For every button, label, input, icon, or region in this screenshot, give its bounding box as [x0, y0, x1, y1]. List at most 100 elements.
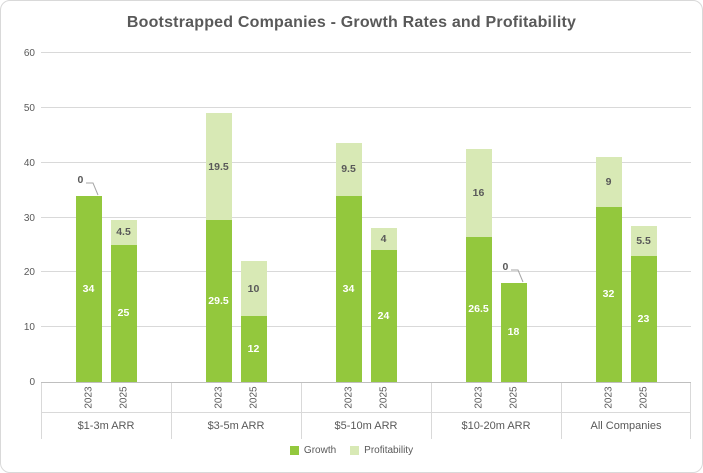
bar-segment-profitability: 10: [240, 261, 267, 317]
bar-segment-profitability: 19.5: [205, 113, 232, 221]
x-axis-category-label: $3-5m ARR: [207, 420, 265, 432]
bar-value-label: 9: [605, 175, 612, 188]
legend: Growth Profitability: [1, 445, 702, 456]
y-tick-label: 20: [23, 267, 35, 279]
bar-segment-growth: 26.5: [465, 236, 492, 382]
bar-segment-growth: 34: [335, 195, 362, 382]
bar-value-label: 19.5: [208, 160, 229, 173]
x-axis-category-label: $10-20m ARR: [461, 420, 531, 432]
bar-value-label: 34: [342, 282, 355, 295]
bar-segment-growth: 23: [630, 255, 657, 382]
x-axis-year-label: 2025: [248, 386, 259, 409]
bar-value-label: 16: [472, 186, 485, 199]
stacked-bar: 9.5 34: [335, 143, 362, 382]
legend-label: Growth: [303, 445, 337, 456]
bar-group: 0 34 4.5 25: [41, 53, 171, 382]
y-tick-label: 50: [23, 102, 35, 114]
bar-segment-growth: 32: [595, 206, 622, 382]
bar-segment-profitability: 4: [370, 228, 397, 251]
bar-group: 16 26.5 0 18: [431, 53, 561, 382]
bar-value-label-zero: 0: [502, 261, 509, 274]
x-axis-year-label: 2023: [603, 386, 614, 409]
gridline: [41, 161, 691, 163]
gridline: [41, 216, 691, 218]
bar-segment-growth: 18: [500, 283, 527, 382]
bar-value-label: 4.5: [116, 226, 131, 239]
legend-item: Profitability: [350, 445, 413, 456]
bar-value-label: 5.5: [636, 234, 651, 247]
x-axis-year-label: 2023: [473, 386, 484, 409]
leader-line: [510, 269, 523, 283]
gridline: [41, 271, 691, 273]
stacked-bar: 0 18: [500, 262, 527, 382]
y-axis: 0 10 20 30 40 50 60: [1, 48, 35, 388]
bar-group: 19.5 29.5 10 12: [171, 53, 301, 382]
y-tick-label: 30: [23, 212, 35, 224]
legend-item: Growth: [289, 445, 337, 456]
bar-value-label: 26.5: [468, 303, 489, 316]
category-separator: [690, 383, 691, 439]
chart-title: Bootstrapped Companies - Growth Rates an…: [126, 14, 577, 31]
legend-label: Profitability: [364, 445, 414, 456]
bar-segment-profitability: 9.5: [335, 143, 362, 196]
bar-value-label: 18: [507, 326, 520, 339]
bar-value-label: 32: [602, 288, 615, 300]
leader-line: [85, 182, 98, 195]
gridline: [41, 326, 691, 328]
bar-value-label: 12: [247, 342, 260, 355]
bar-value-label: 25: [117, 307, 130, 320]
bar-group: 9.5 34 4 24: [301, 53, 431, 382]
bar-segment-growth: 12: [240, 316, 267, 382]
x-axis-year-label: 2023: [343, 386, 354, 409]
y-tick-label: 40: [23, 157, 35, 169]
plot-area: 0 34 4.5 25 19.5 29.5 10 12 9.5 34 4 24 16 26.5 0 18 9 32…: [41, 52, 691, 382]
x-axis-year-label: 2025: [378, 386, 389, 409]
bar-segment-growth: 34: [75, 195, 102, 382]
x-axis-mid-line: [41, 412, 691, 413]
y-tick-label: 0: [29, 377, 35, 388]
category-separator: [171, 383, 172, 439]
x-axis-category-label: All Companies: [590, 420, 662, 432]
bar-segment-growth: 24: [370, 250, 397, 382]
bar-value-label: 29.5: [208, 294, 229, 307]
stacked-bar: 4 24: [370, 228, 397, 382]
bar-group: 9 32 5.5 23: [561, 53, 691, 382]
stacked-bar: 5.5 23: [630, 225, 657, 382]
category-separator: [301, 383, 302, 439]
bar-value-label: 4: [380, 233, 387, 246]
bar-segment-growth: 25: [110, 244, 137, 382]
bar-value-label-zero: 0: [77, 173, 84, 186]
gridline: [41, 52, 691, 53]
bar-segment-profitability: 4.5: [110, 220, 137, 245]
category-separator: [41, 383, 42, 439]
x-axis-year-label: 2023: [83, 386, 94, 409]
x-axis-category-label: $5-10m ARR: [334, 420, 398, 432]
gridline: [41, 106, 691, 108]
legend-swatch: [350, 446, 360, 455]
stacked-bar: 16 26.5: [465, 148, 492, 382]
bar-value-label: 10: [247, 282, 260, 295]
y-tick-label: 60: [23, 48, 35, 59]
stacked-bar: 0 34: [75, 175, 102, 382]
bar-segment-profitability: 9: [595, 157, 622, 207]
x-axis-year-label: 2023: [213, 386, 224, 409]
y-tick-label: 10: [23, 322, 35, 334]
legend-swatch: [289, 446, 299, 455]
category-separator: [561, 383, 562, 439]
bar-segment-profitability: 16: [465, 148, 492, 237]
x-axis: 2023 2025 $1-3m ARR 2023 2025 $3-5m ARR 2023 20…: [41, 382, 691, 439]
bar-value-label: 23: [637, 312, 650, 325]
bar-segment-profitability: 5.5: [630, 225, 657, 256]
stacked-bar: 9 32: [595, 157, 622, 382]
stacked-bar: 4.5 25: [110, 220, 137, 382]
bar-value-label: 9.5: [341, 163, 356, 176]
stacked-bar: 10 12: [240, 261, 267, 382]
bar-segment-growth: 29.5: [205, 220, 232, 382]
x-axis-year-label: 2025: [508, 386, 519, 409]
bar-value-label: 24: [377, 309, 390, 322]
bar-value-label: 34: [82, 282, 95, 295]
x-axis-year-label: 2025: [638, 386, 649, 409]
stacked-bar: 19.5 29.5: [205, 113, 232, 382]
category-separator: [431, 383, 432, 439]
